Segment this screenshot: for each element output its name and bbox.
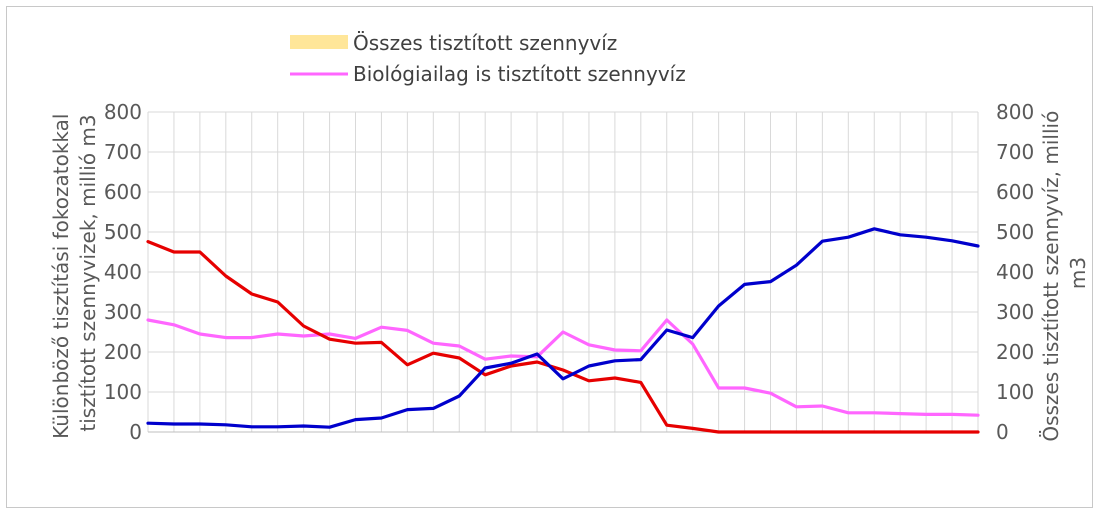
legend-swatch-total xyxy=(290,35,348,49)
left-axis-ticks: 0 100 200 300 400 500 600 700 800 xyxy=(104,100,142,444)
legend-label-total: Összes tisztított szennyvíz xyxy=(353,31,617,55)
right-tick-label: 600 xyxy=(996,180,1034,204)
right-tick-label: 100 xyxy=(996,380,1034,404)
right-tick-label: 300 xyxy=(996,300,1034,324)
right-tick-label: 200 xyxy=(996,340,1034,364)
left-tick-label: 600 xyxy=(104,180,142,204)
right-tick-label: 400 xyxy=(996,260,1034,284)
left-tick-label: 100 xyxy=(104,380,142,404)
gridlines xyxy=(147,111,979,433)
right-tick-label: 500 xyxy=(996,220,1034,244)
right-axis-title: Összes tisztított szennyvíz, millió m3 xyxy=(1039,104,1090,441)
left-tick-label: 300 xyxy=(104,300,142,324)
legend: Összes tisztított szennyvíz Biológiailag… xyxy=(290,31,686,86)
right-axis-title-line-1: Összes tisztított szennyvíz, millió xyxy=(1039,111,1063,442)
right-axis-ticks: 0 100 200 300 400 500 600 700 800 xyxy=(996,100,1034,444)
series-line-blue xyxy=(146,227,980,429)
left-tick-label: 400 xyxy=(104,260,142,284)
left-tick-label: 200 xyxy=(104,340,142,364)
left-axis-title-line-1: Különböző tisztítási fokozatokkal xyxy=(49,114,73,439)
right-tick-label: 0 xyxy=(996,420,1009,444)
series-layer xyxy=(146,227,980,434)
left-tick-label: 700 xyxy=(104,140,142,164)
left-tick-label: 500 xyxy=(104,220,142,244)
legend-entry-bio[interactable]: Biológiailag is tisztított szennyvíz xyxy=(290,62,686,86)
left-tick-label: 0 xyxy=(129,420,142,444)
right-axis-title-line-2: m3 xyxy=(1066,257,1090,289)
left-tick-label: 800 xyxy=(104,100,142,124)
right-tick-label: 700 xyxy=(996,140,1034,164)
legend-label-bio: Biológiailag is tisztított szennyvíz xyxy=(353,62,686,86)
legend-entry-total[interactable]: Összes tisztított szennyvíz xyxy=(290,31,617,55)
series-line-red xyxy=(146,240,980,434)
series-line-bio xyxy=(146,318,980,417)
left-axis-title: Különböző tisztítási fokozatokkal tisztí… xyxy=(49,107,100,439)
left-axis-title-line-2: tisztított szennyvizek, millió m3 xyxy=(76,114,100,431)
right-tick-label: 800 xyxy=(996,100,1034,124)
